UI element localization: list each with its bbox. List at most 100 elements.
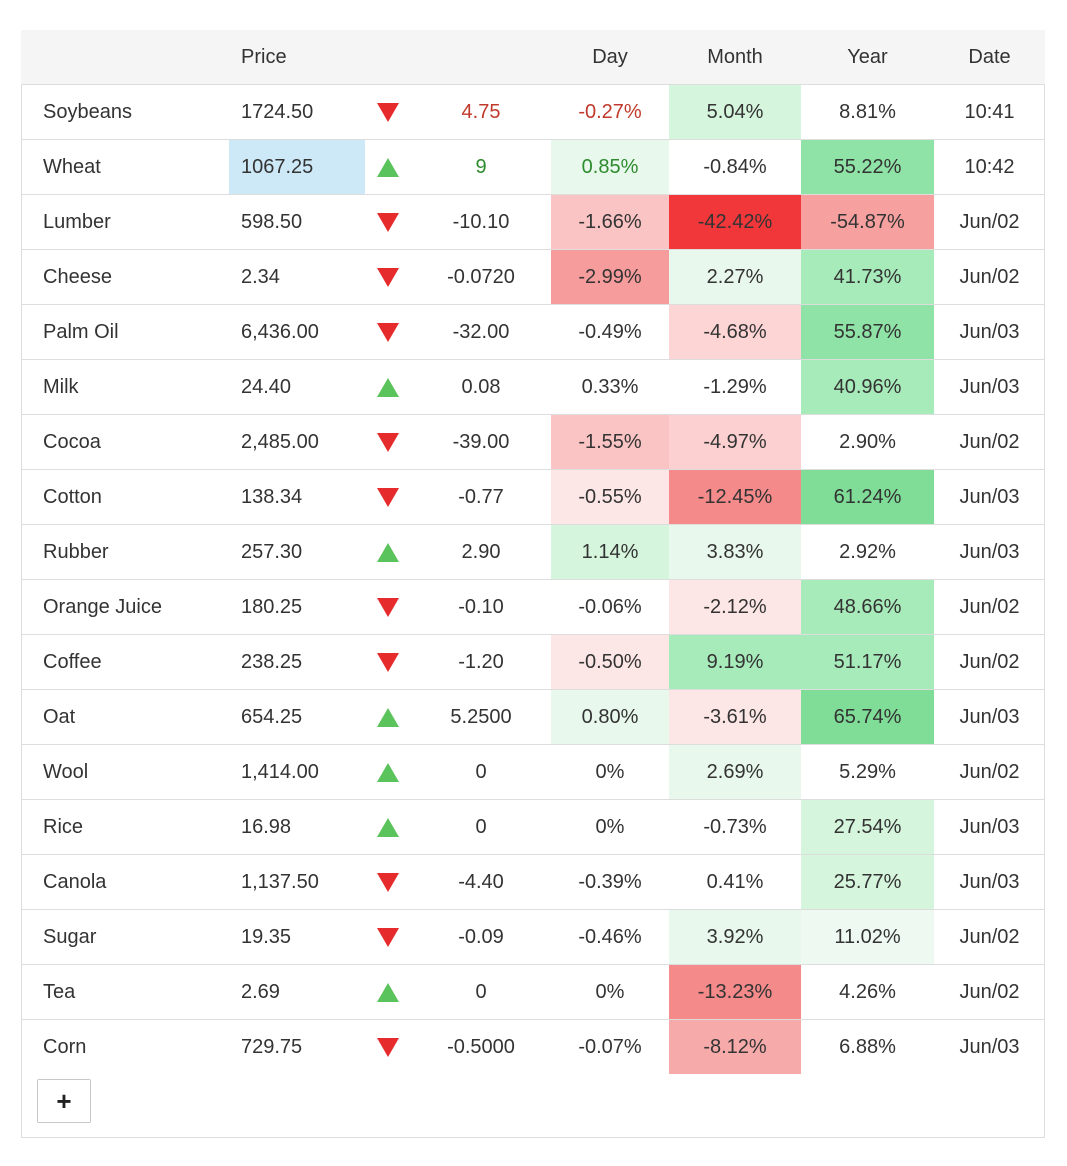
- cell-day: 0%: [551, 744, 669, 800]
- cell-year: 51.17%: [801, 634, 934, 690]
- table-header-row: Price Day Month Year Date: [21, 30, 1045, 85]
- table-row[interactable]: Sugar 19.35 -0.09 -0.46% 3.92% 11.02% Jun/02: [21, 909, 1045, 965]
- triangle-down-icon: [377, 267, 399, 287]
- cell-name: Oat: [21, 689, 229, 745]
- cell-month: 3.83%: [669, 524, 801, 580]
- header-day[interactable]: Day: [551, 30, 669, 85]
- header-price[interactable]: Price: [229, 30, 365, 85]
- header-year[interactable]: Year: [801, 30, 934, 85]
- cell-name: Coffee: [21, 634, 229, 690]
- triangle-up-icon: [377, 817, 399, 837]
- triangle-up-icon: [377, 157, 399, 177]
- table-row[interactable]: Wheat 1067.25 9 0.85% -0.84% 55.22% 10:42: [21, 139, 1045, 195]
- cell-date: Jun/02: [934, 414, 1045, 470]
- header-name[interactable]: [21, 30, 229, 85]
- cell-day: -0.46%: [551, 909, 669, 965]
- table-row[interactable]: Orange Juice 180.25 -0.10 -0.06% -2.12% 48.66…: [21, 579, 1045, 635]
- cell-date: Jun/03: [934, 304, 1045, 360]
- table-row[interactable]: Rubber 257.30 2.90 1.14% 3.83% 2.92% Jun/03: [21, 524, 1045, 580]
- triangle-up-icon: [377, 377, 399, 397]
- table-row[interactable]: Cocoa 2,485.00 -39.00 -1.55% -4.97% 2.90% Jun/…: [21, 414, 1045, 470]
- cell-year: 11.02%: [801, 909, 934, 965]
- cell-price: 2.34: [229, 249, 365, 305]
- cell-day: -0.50%: [551, 634, 669, 690]
- table-row[interactable]: Lumber 598.50 -10.10 -1.66% -42.42% -54.87% Ju…: [21, 194, 1045, 250]
- cell-price: 729.75: [229, 1019, 365, 1074]
- cell-day: -1.55%: [551, 414, 669, 470]
- cell-name: Lumber: [21, 194, 229, 250]
- triangle-up-icon: [377, 542, 399, 562]
- cell-name: Cocoa: [21, 414, 229, 470]
- cell-year: -54.87%: [801, 194, 934, 250]
- direction-cell: [365, 689, 411, 745]
- table-row[interactable]: Milk 24.40 0.08 0.33% -1.29% 40.96% Jun/03: [21, 359, 1045, 415]
- cell-name: Wool: [21, 744, 229, 800]
- direction-cell: [365, 304, 411, 360]
- header-change[interactable]: [411, 30, 551, 85]
- triangle-down-icon: [377, 102, 399, 122]
- cell-year: 55.22%: [801, 139, 934, 195]
- cell-year: 2.90%: [801, 414, 934, 470]
- cell-change: -32.00: [411, 304, 551, 360]
- header-month[interactable]: Month: [669, 30, 801, 85]
- table-row[interactable]: Soybeans 1724.50 4.75 -0.27% 5.04% 8.81% 10:41: [21, 84, 1045, 140]
- cell-year: 8.81%: [801, 84, 934, 140]
- direction-cell: [365, 469, 411, 525]
- cell-day: -0.39%: [551, 854, 669, 910]
- direction-cell: [365, 359, 411, 415]
- header-date[interactable]: Date: [934, 30, 1045, 85]
- cell-month: -12.45%: [669, 469, 801, 525]
- cell-price: 1724.50: [229, 84, 365, 140]
- table-row[interactable]: Rice 16.98 0 0% -0.73% 27.54% Jun/03: [21, 799, 1045, 855]
- cell-date: Jun/02: [934, 909, 1045, 965]
- cell-year: 40.96%: [801, 359, 934, 415]
- cell-month: -3.61%: [669, 689, 801, 745]
- commodities-panel: Price Day Month Year Date Soybeans 1724.5…: [21, 30, 1045, 1138]
- cell-name: Wheat: [21, 139, 229, 195]
- table-row[interactable]: Cheese 2.34 -0.0720 -2.99% 2.27% 41.73% Jun/02: [21, 249, 1045, 305]
- triangle-down-icon: [377, 487, 399, 507]
- table-row[interactable]: Palm Oil 6,436.00 -32.00 -0.49% -4.68% 55.87%…: [21, 304, 1045, 360]
- cell-year: 55.87%: [801, 304, 934, 360]
- cell-day: -0.55%: [551, 469, 669, 525]
- cell-date: Jun/02: [934, 744, 1045, 800]
- add-row-button[interactable]: +: [37, 1079, 91, 1123]
- cell-month: 2.27%: [669, 249, 801, 305]
- cell-year: 27.54%: [801, 799, 934, 855]
- table-row[interactable]: Tea 2.69 0 0% -13.23% 4.26% Jun/02: [21, 964, 1045, 1020]
- cell-change: -0.10: [411, 579, 551, 635]
- cell-change: -0.0720: [411, 249, 551, 305]
- direction-cell: [365, 1019, 411, 1074]
- cell-price: 2.69: [229, 964, 365, 1020]
- table-row[interactable]: Corn 729.75 -0.5000 -0.07% -8.12% 6.88% Jun/03: [21, 1019, 1045, 1074]
- table-row[interactable]: Oat 654.25 5.2500 0.80% -3.61% 65.74% Jun/03: [21, 689, 1045, 745]
- cell-price: 598.50: [229, 194, 365, 250]
- table-row[interactable]: Wool 1,414.00 0 0% 2.69% 5.29% Jun/02: [21, 744, 1045, 800]
- cell-date: Jun/03: [934, 469, 1045, 525]
- cell-date: Jun/03: [934, 524, 1045, 580]
- header-arrow: [365, 30, 411, 85]
- cell-change: -39.00: [411, 414, 551, 470]
- cell-date: Jun/03: [934, 359, 1045, 415]
- cell-month: -0.84%: [669, 139, 801, 195]
- cell-name: Rubber: [21, 524, 229, 580]
- table-row[interactable]: Cotton 138.34 -0.77 -0.55% -12.45% 61.24% Jun/…: [21, 469, 1045, 525]
- cell-day: -0.49%: [551, 304, 669, 360]
- triangle-down-icon: [377, 212, 399, 232]
- cell-year: 4.26%: [801, 964, 934, 1020]
- cell-day: 0%: [551, 799, 669, 855]
- cell-year: 2.92%: [801, 524, 934, 580]
- cell-date: Jun/02: [934, 579, 1045, 635]
- cell-year: 6.88%: [801, 1019, 934, 1074]
- direction-cell: [365, 579, 411, 635]
- table-row[interactable]: Coffee 238.25 -1.20 -0.50% 9.19% 51.17% Jun/02: [21, 634, 1045, 690]
- cell-change: 2.90: [411, 524, 551, 580]
- cell-day: -1.66%: [551, 194, 669, 250]
- direction-cell: [365, 414, 411, 470]
- triangle-down-icon: [377, 652, 399, 672]
- direction-cell: [365, 744, 411, 800]
- cell-date: Jun/02: [934, 634, 1045, 690]
- cell-name: Cotton: [21, 469, 229, 525]
- cell-price: 257.30: [229, 524, 365, 580]
- table-row[interactable]: Canola 1,137.50 -4.40 -0.39% 0.41% 25.77% Jun/…: [21, 854, 1045, 910]
